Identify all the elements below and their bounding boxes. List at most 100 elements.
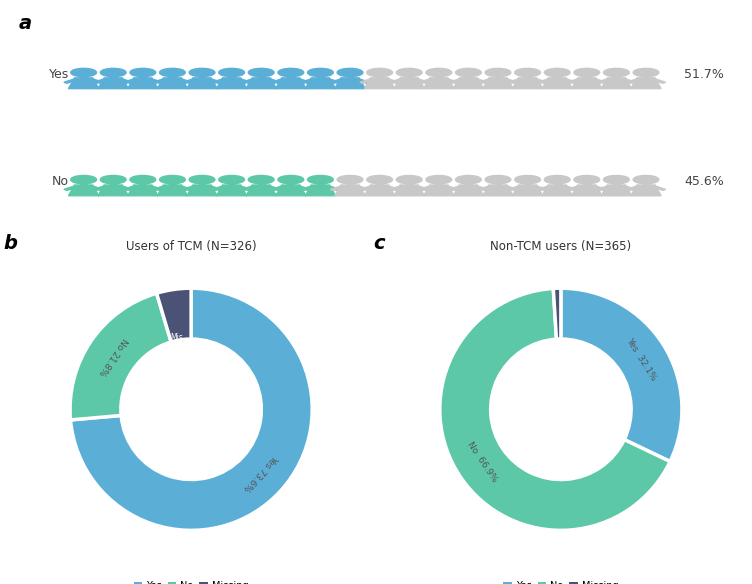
Polygon shape bbox=[417, 79, 429, 84]
Circle shape bbox=[278, 175, 304, 184]
Bar bbox=[80, 74, 87, 78]
Text: a: a bbox=[19, 14, 32, 33]
Bar bbox=[229, 74, 235, 78]
Circle shape bbox=[514, 68, 541, 77]
Circle shape bbox=[485, 175, 511, 184]
Polygon shape bbox=[212, 186, 224, 190]
Polygon shape bbox=[299, 186, 311, 190]
Bar bbox=[584, 74, 590, 78]
Circle shape bbox=[278, 68, 304, 77]
Bar bbox=[613, 74, 620, 78]
Circle shape bbox=[337, 175, 363, 184]
Polygon shape bbox=[624, 79, 636, 84]
Polygon shape bbox=[301, 79, 313, 84]
Circle shape bbox=[396, 175, 422, 184]
Wedge shape bbox=[561, 288, 682, 461]
Polygon shape bbox=[508, 79, 520, 84]
Polygon shape bbox=[365, 78, 395, 89]
Bar bbox=[435, 182, 442, 185]
Polygon shape bbox=[93, 186, 105, 190]
Polygon shape bbox=[246, 78, 277, 89]
Polygon shape bbox=[505, 79, 517, 84]
Bar bbox=[376, 74, 383, 78]
Polygon shape bbox=[567, 186, 579, 190]
Polygon shape bbox=[123, 186, 135, 190]
Polygon shape bbox=[212, 79, 224, 84]
Polygon shape bbox=[602, 78, 632, 89]
Wedge shape bbox=[156, 288, 191, 342]
Polygon shape bbox=[301, 186, 313, 190]
Polygon shape bbox=[246, 185, 277, 196]
Polygon shape bbox=[653, 186, 666, 190]
Bar bbox=[495, 182, 502, 185]
Polygon shape bbox=[565, 186, 577, 190]
Text: b: b bbox=[4, 234, 17, 253]
Bar bbox=[287, 182, 294, 185]
Polygon shape bbox=[626, 79, 638, 84]
Polygon shape bbox=[572, 185, 602, 196]
Polygon shape bbox=[157, 185, 187, 196]
Circle shape bbox=[159, 68, 185, 77]
Polygon shape bbox=[328, 79, 340, 84]
Polygon shape bbox=[335, 78, 365, 89]
Bar bbox=[465, 74, 472, 78]
Bar bbox=[584, 182, 590, 185]
Polygon shape bbox=[271, 79, 284, 84]
Circle shape bbox=[544, 68, 570, 77]
Polygon shape bbox=[305, 78, 335, 89]
Polygon shape bbox=[121, 79, 133, 84]
Text: 51.7%: 51.7% bbox=[684, 68, 724, 81]
Polygon shape bbox=[91, 79, 103, 84]
Polygon shape bbox=[217, 185, 247, 196]
Polygon shape bbox=[478, 79, 490, 84]
Bar bbox=[139, 182, 146, 185]
Polygon shape bbox=[423, 185, 454, 196]
Bar bbox=[110, 182, 117, 185]
Polygon shape bbox=[241, 186, 253, 190]
Polygon shape bbox=[153, 186, 165, 190]
Polygon shape bbox=[449, 79, 461, 84]
Polygon shape bbox=[276, 78, 306, 89]
Polygon shape bbox=[91, 186, 103, 190]
Bar bbox=[347, 182, 353, 185]
Text: No  66.9%: No 66.9% bbox=[465, 440, 499, 484]
Polygon shape bbox=[447, 186, 459, 190]
Polygon shape bbox=[330, 186, 342, 190]
Wedge shape bbox=[440, 288, 670, 530]
Polygon shape bbox=[387, 186, 399, 190]
Polygon shape bbox=[186, 185, 217, 196]
Polygon shape bbox=[98, 78, 129, 89]
Polygon shape bbox=[508, 186, 520, 190]
Polygon shape bbox=[210, 79, 222, 84]
Polygon shape bbox=[390, 79, 402, 84]
Polygon shape bbox=[453, 185, 484, 196]
Polygon shape bbox=[182, 186, 195, 190]
Polygon shape bbox=[483, 78, 513, 89]
Polygon shape bbox=[626, 186, 638, 190]
Wedge shape bbox=[71, 288, 312, 530]
Polygon shape bbox=[631, 185, 661, 196]
Text: Mis...: Mis... bbox=[171, 333, 191, 342]
Polygon shape bbox=[93, 79, 105, 84]
Bar bbox=[110, 74, 117, 78]
Circle shape bbox=[219, 175, 244, 184]
Polygon shape bbox=[335, 185, 365, 196]
Circle shape bbox=[190, 68, 215, 77]
Circle shape bbox=[514, 175, 541, 184]
Polygon shape bbox=[483, 185, 513, 196]
Polygon shape bbox=[567, 79, 579, 84]
Polygon shape bbox=[239, 79, 251, 84]
Polygon shape bbox=[328, 186, 340, 190]
Polygon shape bbox=[239, 186, 251, 190]
Polygon shape bbox=[512, 78, 543, 89]
Circle shape bbox=[308, 175, 333, 184]
Circle shape bbox=[544, 175, 570, 184]
Title: Non-TCM users (N=365): Non-TCM users (N=365) bbox=[490, 239, 632, 253]
Polygon shape bbox=[538, 186, 550, 190]
Polygon shape bbox=[121, 186, 133, 190]
Circle shape bbox=[604, 175, 629, 184]
Bar bbox=[613, 182, 620, 185]
Polygon shape bbox=[68, 185, 99, 196]
Polygon shape bbox=[596, 186, 609, 190]
Polygon shape bbox=[180, 79, 192, 84]
